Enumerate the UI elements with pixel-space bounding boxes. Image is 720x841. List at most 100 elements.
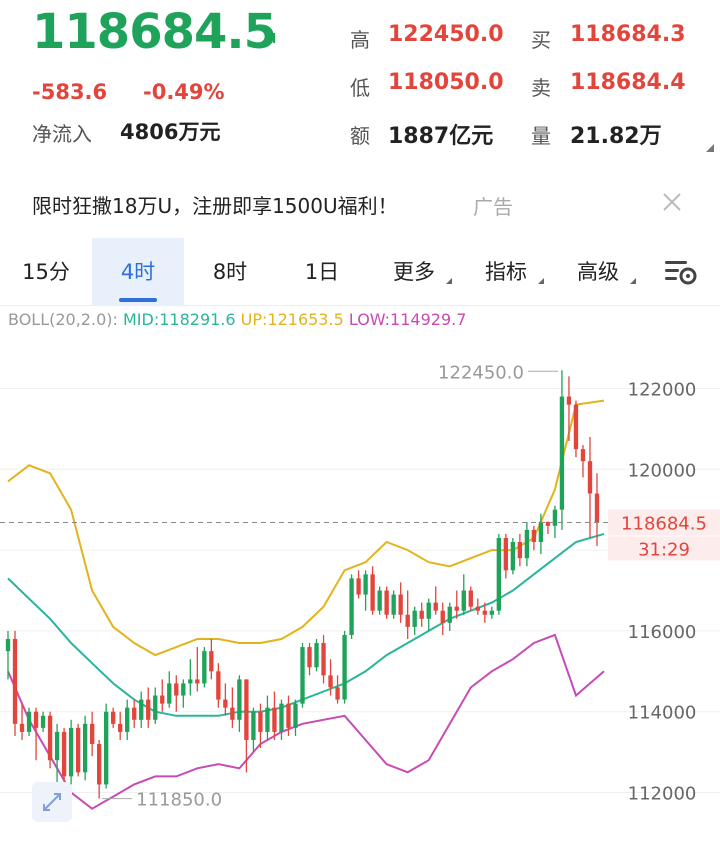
last-price-tag: 118684.5: [621, 513, 707, 534]
dropdown-triangle-icon: [446, 278, 452, 284]
dropdown-triangle-icon: [630, 278, 636, 284]
candle-body: [468, 590, 473, 607]
ad-tag: 广告: [473, 195, 513, 219]
tab-label: 高级: [577, 260, 619, 284]
stat-label: 高: [350, 28, 370, 52]
tab-label: 4时: [120, 260, 156, 284]
candle-body: [559, 396, 565, 510]
expand-corner-icon[interactable]: [700, 138, 720, 158]
fullscreen-icon[interactable]: [32, 782, 72, 822]
candle-body: [342, 634, 347, 700]
candle-body: [223, 699, 228, 708]
candle-body: [321, 643, 326, 676]
boll-upper: UP:121653.5: [240, 310, 344, 329]
stat-value: 1887亿元: [388, 124, 494, 149]
candle-body: [40, 715, 46, 728]
candle-body: [412, 610, 417, 627]
candle-body: [496, 537, 502, 611]
candle-body: [454, 606, 459, 611]
boll-label: BOLL(20,2.0):: [8, 310, 118, 329]
chart-settings-icon[interactable]: [662, 256, 698, 288]
candle-body: [314, 643, 319, 668]
candle-body: [54, 731, 60, 761]
candle-body: [68, 727, 74, 777]
candle-body: [230, 707, 235, 720]
countdown-bg: [608, 536, 720, 561]
tab-4[interactable]: 1日: [276, 238, 368, 306]
candle-body: [174, 683, 179, 696]
candlestick-chart[interactable]: 1120001140001160001180001200001220001186…: [0, 340, 720, 841]
net-flow-value: 4806万元: [120, 120, 221, 144]
tab-6[interactable]: 指标: [460, 238, 552, 306]
tab-3[interactable]: 8时: [184, 238, 276, 306]
net-flow-label: 净流入: [32, 122, 92, 146]
candle-body: [47, 715, 53, 761]
candle-body: [293, 703, 298, 728]
candle-body: [594, 493, 600, 523]
candle-body: [398, 594, 403, 615]
candle-body: [265, 707, 270, 732]
candle-body: [160, 695, 165, 704]
candle-body: [384, 590, 389, 615]
candle-body: [433, 602, 438, 611]
boll-mid: MID:118291.6: [122, 310, 236, 329]
stat-label: 量: [531, 124, 551, 148]
tab-5[interactable]: 更多: [368, 238, 460, 306]
candle-body: [118, 723, 123, 732]
stat-value: 21.82万: [570, 124, 662, 149]
stat-value: 122450.0: [388, 22, 504, 47]
stat-label: 卖: [531, 76, 551, 100]
candle-body: [139, 699, 144, 720]
candle-body: [167, 683, 172, 704]
candle-body: [307, 647, 312, 668]
candle-body: [19, 723, 25, 732]
last-price-tag-bg: [608, 509, 720, 536]
boll-lower-line: [7, 633, 605, 810]
candle-body: [12, 638, 18, 724]
stat-value: 118684.3: [570, 22, 686, 47]
boll-lower: LOW:114929.7: [348, 310, 467, 329]
ad-banner-text[interactable]: 限时狂撒18万U，注册即享1500U福利！: [32, 194, 398, 218]
candle-body: [482, 610, 487, 615]
candle-body: [125, 707, 130, 732]
candle-body: [377, 590, 382, 611]
close-icon[interactable]: [658, 188, 686, 216]
candle-body: [216, 671, 221, 700]
candle-body: [61, 731, 67, 777]
candle-body: [573, 404, 579, 450]
candle-body: [510, 542, 516, 571]
candle-body: [538, 521, 544, 543]
tab-7[interactable]: 高级: [552, 238, 644, 306]
candle-body: [251, 711, 256, 740]
candle-body: [426, 602, 431, 619]
candle-body: [132, 707, 137, 720]
candle-body: [391, 594, 396, 615]
candle-body: [461, 590, 466, 611]
candle-body: [489, 610, 494, 615]
candle-body: [153, 695, 158, 720]
tab-label: 1日: [304, 260, 340, 284]
candle-body: [517, 542, 523, 559]
candle-body: [419, 610, 424, 619]
candle-body: [258, 711, 263, 732]
boll-upper-line: [7, 399, 605, 657]
candle-body: [237, 679, 242, 720]
tab-2[interactable]: 4时: [92, 238, 184, 306]
candle-body: [111, 711, 116, 724]
candle-body: [524, 529, 530, 559]
y-tick-label: 122000: [628, 379, 697, 400]
tab-1[interactable]: 15分: [0, 238, 92, 306]
candle-body: [181, 683, 186, 696]
y-tick-label: 112000: [628, 784, 697, 805]
dropdown-triangle-icon: [538, 278, 544, 284]
candle-body: [26, 711, 32, 732]
candle-body: [328, 675, 333, 688]
active-tab-indicator: [119, 298, 157, 302]
candle-body: [566, 396, 572, 405]
candle-body: [349, 578, 354, 635]
candle-body: [33, 711, 39, 728]
tab-label: 指标: [485, 260, 527, 284]
candle-body: [545, 521, 551, 526]
candle-body: [300, 647, 305, 704]
candle-body: [209, 651, 214, 672]
